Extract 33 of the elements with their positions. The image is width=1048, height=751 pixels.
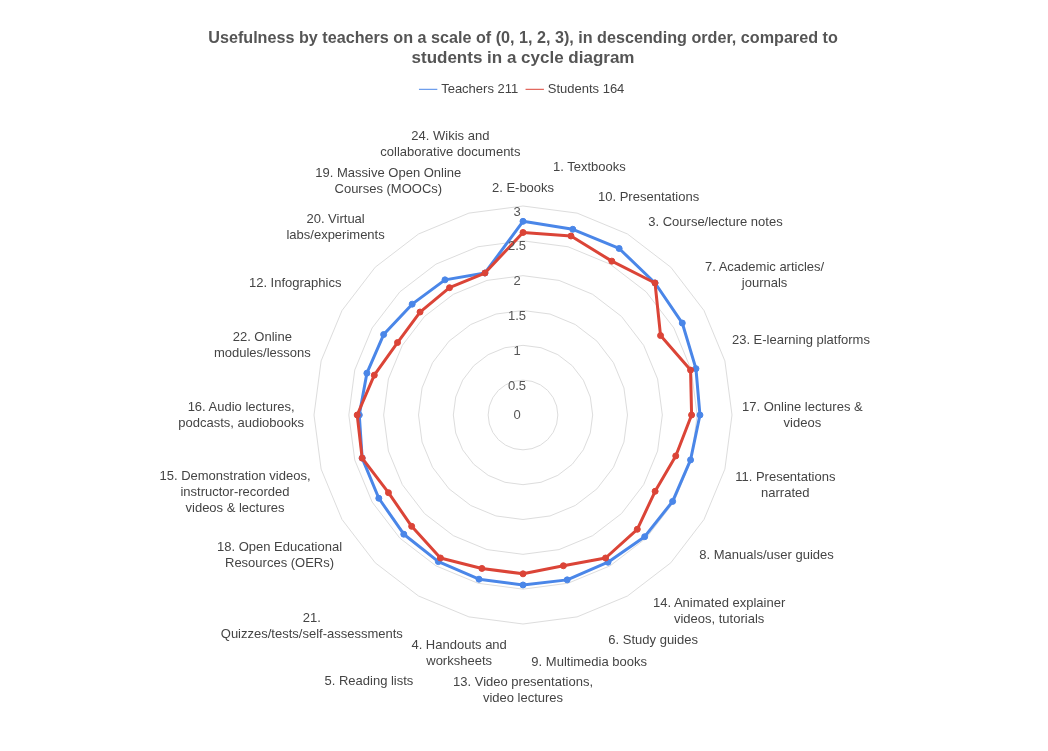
spoke-label: 13. Video presentations, video lectures [453,673,593,705]
spoke-label: 24. Wikis and collaborative documents [380,127,521,159]
spoke-label: 8. Manuals/user guides [699,547,835,563]
spoke-label: 3. Course/lecture notes [648,214,784,230]
y-tick-label: 3 [513,203,521,219]
spoke-label: 23. E-learning platforms [731,332,871,348]
spoke-label: 6. Study guides [608,632,699,648]
y-tick-label: 1.5 [507,308,527,324]
spoke-label: 4. Handouts and worksheets [411,636,507,668]
spoke-label: 5. Reading lists [324,673,414,689]
spoke-label: 11. Presentations narrated [735,468,836,500]
spoke-label: 15. Demonstration videos, instructor-recorded videos & lectures [159,467,311,515]
chart-title: Usefulness by teachers on a scale of (0, 1, 2, 3), in descending order, compared to students in a cycle diagram [208,27,838,68]
spoke-label: 17. Online lectures & videos [741,398,863,430]
spoke-label: 1. Textbooks [552,159,627,175]
spoke-label: 12. Infographics [248,275,342,291]
spoke-label: 7. Academic articles/ journals [704,259,825,291]
y-tick-label: 1 [513,342,521,358]
spoke-label: 21. Quizzes/tests/self-assessments [220,609,404,641]
y-tick-label: 2 [513,273,521,289]
spoke-label: 10. Presentations [598,189,700,205]
spoke-label: 14. Animated explainer videos, tutorials [652,594,786,626]
spoke-label: 20. Virtual labs/experiments [286,211,386,243]
legend-label: Teachers 211 [441,80,519,96]
spoke-label: 16. Audio lectures, podcasts, audiobooks [178,398,305,430]
spoke-label: 2. E-books [491,179,555,195]
spoke-label: 18. Open Educational Resources (OERs) [217,539,343,571]
spoke-label: 9. Multimedia books [531,653,648,669]
spoke-label: 19. Massive Open Online Courses (MOOCs) [315,165,462,197]
legend-label: Students 164 [547,80,625,96]
y-tick-label: 0.5 [507,377,527,393]
y-tick-label: 0 [513,406,521,422]
spoke-label: 22. Online modules/lessons [213,328,312,360]
